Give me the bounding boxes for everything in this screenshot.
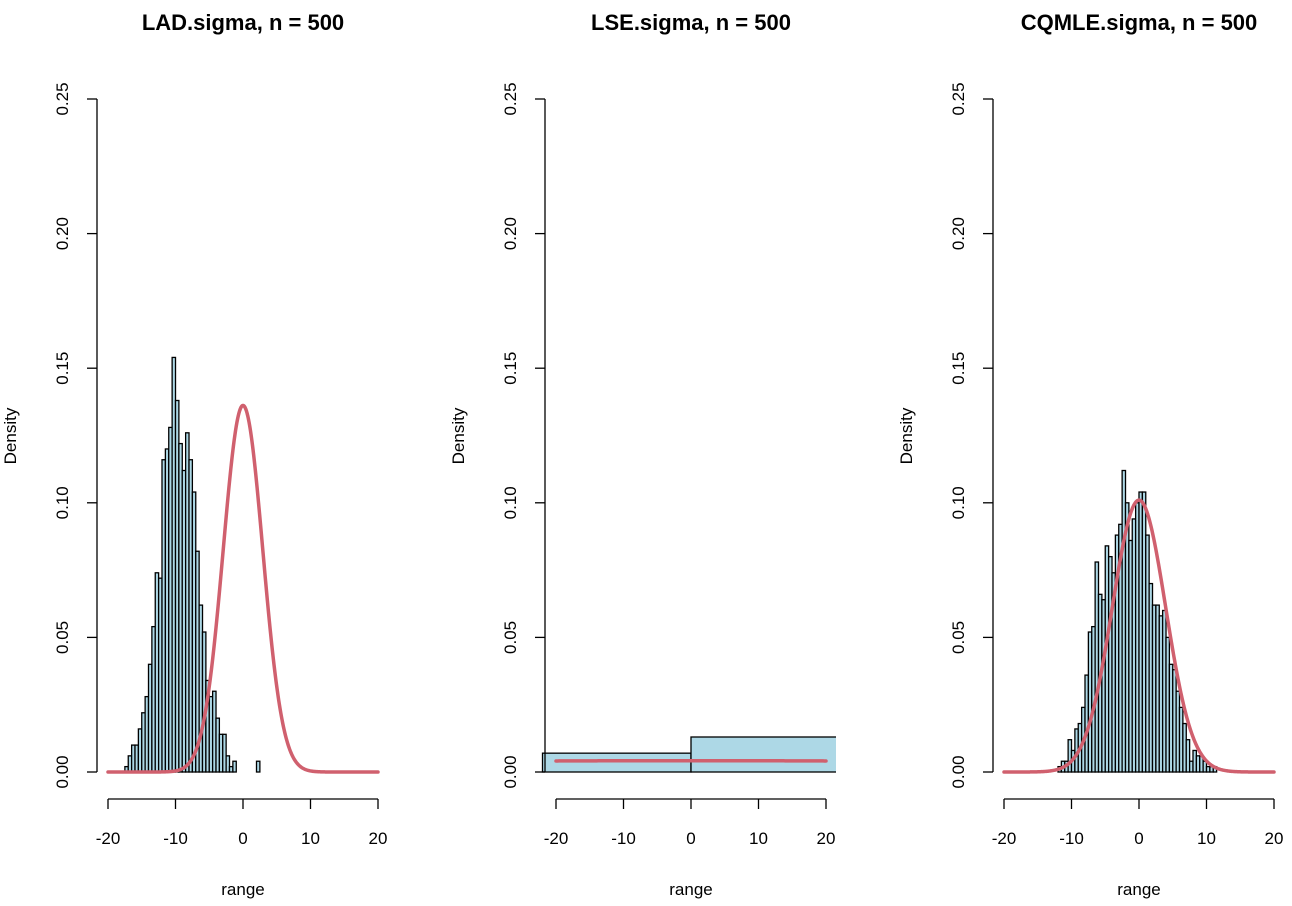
x-tick-label: -10	[611, 829, 636, 848]
histogram-bars	[1057, 469, 1218, 773]
y-tick-label: 0.10	[53, 486, 72, 519]
density-curve	[106, 403, 380, 774]
density-curve	[1002, 498, 1276, 774]
y-axis-label: Density	[897, 407, 916, 464]
x-tick-label: 0	[1134, 829, 1143, 848]
histogram-bar	[255, 760, 261, 773]
y-tick-label: 0.15	[949, 352, 968, 385]
y-tick-label: 0.20	[501, 217, 520, 250]
y-tick-label: 0.25	[53, 82, 72, 115]
x-tick-label: 10	[301, 829, 320, 848]
chart-title: LAD.sigma, n = 500	[142, 10, 344, 35]
histogram-bar	[1185, 739, 1191, 773]
histogram-bar	[225, 755, 231, 773]
histogram-bar	[232, 760, 237, 773]
histogram-bar	[690, 736, 836, 773]
y-tick-label: 0.00	[53, 755, 72, 788]
y-tick-label: 0.20	[53, 217, 72, 250]
x-tick-label: 0	[686, 829, 695, 848]
y-tick-label: 0.25	[949, 82, 968, 115]
y-tick-label: 0.20	[949, 217, 968, 250]
histogram-bars	[124, 356, 261, 773]
y-axis: 0.00 0.05 0.10 0.15 0.20 0.25	[949, 82, 994, 789]
x-tick-label: -20	[96, 829, 121, 848]
x-axis-label: range	[221, 880, 264, 899]
x-tick-label: -20	[544, 829, 569, 848]
y-tick-label: 0.05	[949, 621, 968, 654]
x-tick-label: -10	[163, 829, 188, 848]
histogram-bars	[541, 736, 836, 773]
y-axis-label: Density	[1, 407, 20, 464]
x-axis-label: range	[1117, 880, 1160, 899]
x-tick-label: 20	[817, 829, 836, 848]
y-tick-label: 0.05	[53, 621, 72, 654]
x-axis-label: range	[669, 880, 712, 899]
y-tick-label: 0.15	[501, 352, 520, 385]
chart-title: LSE.sigma, n = 500	[591, 10, 791, 35]
y-tick-label: 0.00	[949, 755, 968, 788]
x-tick-label: 0	[238, 829, 247, 848]
y-tick-label: 0.05	[501, 621, 520, 654]
x-axis: -20 -10 0 10 20	[96, 798, 388, 848]
y-axis: 0.00 0.05 0.10 0.15 0.20 0.25	[53, 82, 98, 789]
histogram-bar	[222, 733, 227, 773]
x-tick-label: -20	[992, 829, 1017, 848]
x-tick-label: 20	[369, 829, 388, 848]
y-tick-label: 0.15	[53, 352, 72, 385]
x-tick-label: -10	[1059, 829, 1084, 848]
chart-panel-2: -20 -10 0 10 20 0.00 0.05 0.10 0.15 0.20 0.25 LSE.s…	[449, 10, 836, 899]
x-tick-label: 20	[1265, 829, 1284, 848]
y-tick-label: 0.25	[501, 82, 520, 115]
x-tick-label: 10	[749, 829, 768, 848]
y-tick-label: 0.00	[501, 755, 520, 788]
y-axis-label: Density	[449, 407, 468, 464]
x-axis: -20 -10 0 10 20	[544, 798, 836, 848]
x-tick-label: 10	[1197, 829, 1216, 848]
chart-title: CQMLE.sigma, n = 500	[1021, 10, 1258, 35]
chart-panel-1: -20 -10 0 10 20 0.00 0.05 0.10 0.15 0.20 0.25 LAD.s…	[1, 10, 387, 899]
y-tick-label: 0.10	[949, 486, 968, 519]
x-axis: -20 -10 0 10 20	[992, 798, 1284, 848]
y-tick-label: 0.10	[501, 486, 520, 519]
chart-panel-3: -20 -10 0 10 20 0.00 0.05 0.10 0.15 0.20 0.25 CQMLE…	[897, 10, 1283, 899]
y-axis: 0.00 0.05 0.10 0.15 0.20 0.25	[501, 82, 546, 789]
